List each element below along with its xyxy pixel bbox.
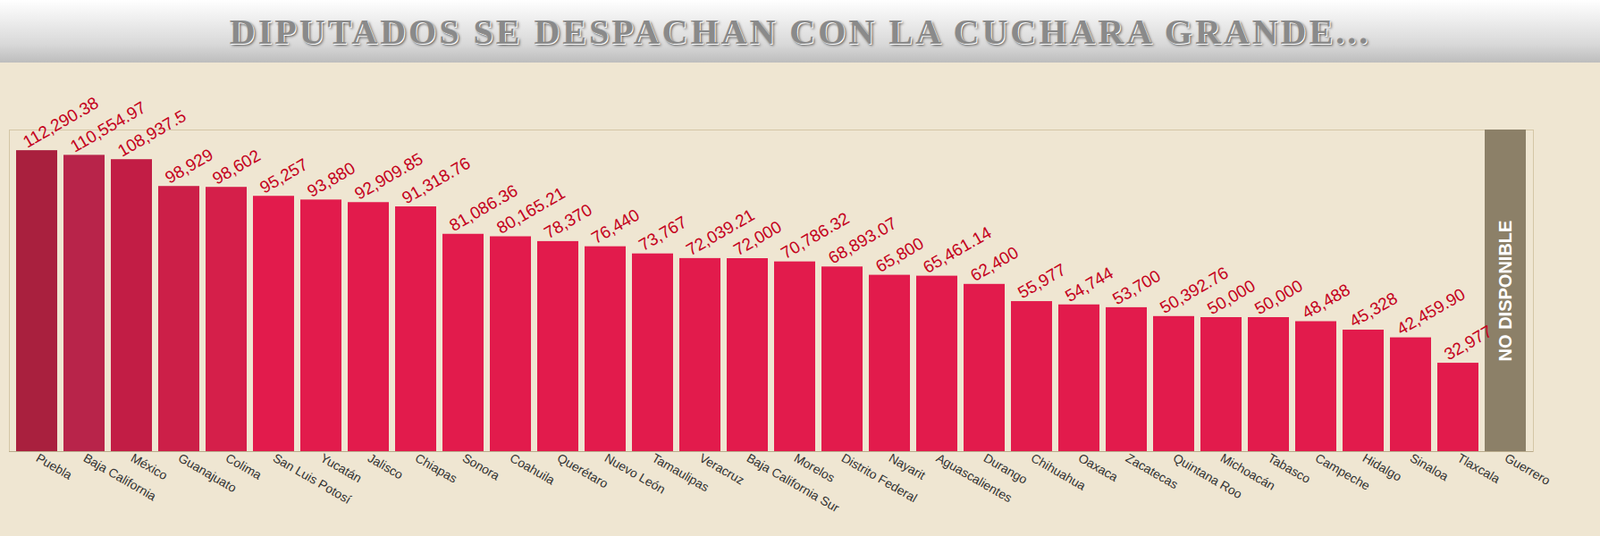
- svg-text:Puebla: Puebla: [33, 450, 76, 483]
- svg-text:92,909.85: 92,909.85: [351, 149, 427, 204]
- svg-text:48,488: 48,488: [1298, 280, 1354, 323]
- svg-text:42,459.90: 42,459.90: [1393, 284, 1469, 338]
- svg-text:Durango: Durango: [981, 450, 1031, 488]
- svg-text:Querétaro: Querétaro: [555, 450, 612, 491]
- svg-text:Sonora: Sonora: [460, 450, 503, 484]
- svg-text:Chihuahua: Chihuahua: [1028, 450, 1089, 494]
- svg-text:Guerrero: Guerrero: [1502, 450, 1554, 489]
- svg-text:65,461.14: 65,461.14: [919, 222, 995, 277]
- svg-text:62,400: 62,400: [967, 243, 1022, 286]
- svg-text:Michoacán: Michoacán: [1218, 450, 1278, 494]
- svg-text:80,165.21: 80,165.21: [493, 183, 569, 238]
- svg-text:50,000: 50,000: [1204, 276, 1259, 319]
- svg-text:Guanajuato: Guanajuato: [175, 450, 240, 496]
- svg-text:50,000: 50,000: [1251, 276, 1306, 319]
- svg-text:54,744: 54,744: [1061, 263, 1117, 306]
- svg-text:32,977: 32,977: [1440, 321, 1496, 364]
- svg-text:95,257: 95,257: [256, 154, 312, 197]
- svg-text:Campeche: Campeche: [1312, 450, 1373, 494]
- svg-text:76,440: 76,440: [588, 205, 643, 248]
- svg-text:Tabasco: Tabasco: [1265, 450, 1314, 487]
- svg-text:Coahuila: Coahuila: [507, 450, 558, 489]
- svg-text:Oaxaca: Oaxaca: [1076, 450, 1121, 485]
- svg-text:55,977: 55,977: [1014, 260, 1070, 303]
- svg-text:Aguascalientes: Aguascalientes: [933, 450, 1015, 506]
- svg-text:Tamaulipas: Tamaulipas: [649, 450, 712, 495]
- svg-text:Veracruz: Veracruz: [697, 450, 748, 488]
- svg-text:91,318.76: 91,318.76: [398, 153, 474, 208]
- svg-text:81,086.36: 81,086.36: [446, 181, 521, 236]
- svg-text:45,328: 45,328: [1346, 288, 1401, 331]
- svg-text:Distrito Federal: Distrito Federal: [839, 450, 920, 506]
- svg-text:72,039.21: 72,039.21: [682, 205, 758, 260]
- svg-text:Nayarit: Nayarit: [886, 450, 928, 483]
- svg-text:Quintana Roo: Quintana Roo: [1170, 450, 1245, 502]
- svg-text:Baja California Sur: Baja California Sur: [744, 450, 843, 515]
- svg-text:Tlaxcala: Tlaxcala: [1455, 450, 1503, 487]
- svg-text:Jalisco: Jalisco: [365, 450, 406, 482]
- svg-text:68,893.07: 68,893.07: [825, 213, 900, 268]
- svg-text:Colima: Colima: [223, 450, 265, 483]
- svg-text:72,000: 72,000: [730, 217, 785, 260]
- svg-text:Yucatán: Yucatán: [318, 450, 365, 486]
- svg-text:Hidalgo: Hidalgo: [1360, 450, 1405, 485]
- svg-text:108,937.5: 108,937.5: [114, 106, 190, 160]
- svg-text:98,929: 98,929: [161, 144, 217, 187]
- svg-text:112,290.38: 112,290.38: [19, 93, 102, 152]
- svg-text:73,767: 73,767: [635, 212, 691, 255]
- svg-text:93,880: 93,880: [303, 158, 359, 201]
- svg-text:Nuevo León: Nuevo León: [602, 450, 668, 497]
- svg-text:Baja California: Baja California: [81, 450, 159, 504]
- svg-text:110,554.97: 110,554.97: [67, 97, 150, 157]
- svg-text:98,602: 98,602: [209, 145, 264, 188]
- svg-text:78,370: 78,370: [540, 200, 596, 243]
- svg-text:53,700: 53,700: [1109, 266, 1164, 309]
- svg-text:Sinaloa: Sinaloa: [1407, 450, 1452, 484]
- svg-text:San Luis Potosí: San Luis Potosí: [270, 450, 354, 507]
- svg-text:70,786.32: 70,786.32: [777, 208, 853, 263]
- svg-text:65,800: 65,800: [872, 234, 927, 277]
- svg-text:México: México: [128, 450, 171, 483]
- html-text:DIPUTADOS SE DESPACHAN CON LA: DIPUTADOS SE DESPACHAN CON LA CUCHARA GR…: [229, 11, 1371, 52]
- svg-text:NO DISPONIBLE: NO DISPONIBLE: [1495, 220, 1516, 363]
- svg-text:Zacatecas: Zacatecas: [1123, 450, 1181, 492]
- svg-text:50,392.76: 50,392.76: [1156, 263, 1232, 318]
- svg-text:Morelos: Morelos: [791, 450, 838, 486]
- svg-text:Chiapas: Chiapas: [412, 450, 460, 487]
